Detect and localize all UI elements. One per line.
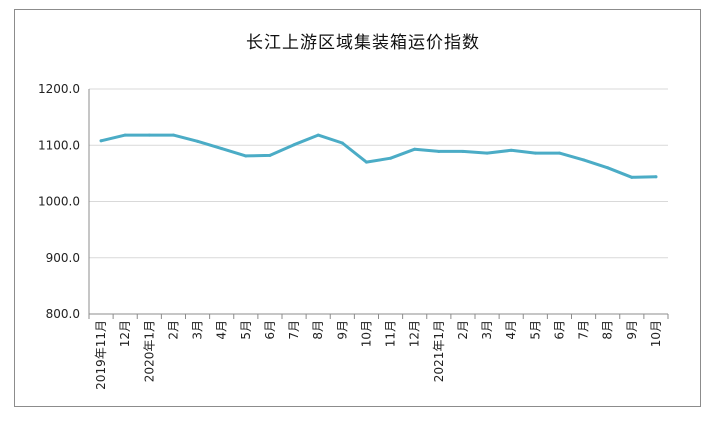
data-point [485,151,489,155]
x-tick-label: 9月 [335,320,349,340]
data-point [389,156,393,160]
x-tick-label: 6月 [552,320,566,340]
data-point [509,148,513,152]
data-point [244,154,248,158]
data-point [316,133,320,137]
x-tick-label: 12月 [408,320,422,347]
x-tick-label: 2020年1月 [142,320,156,382]
data-point [220,147,224,151]
x-tick-label: 2月 [456,320,470,340]
data-point [413,147,417,151]
x-tick-label: 3月 [191,320,205,340]
data-point [171,133,175,137]
data-point [147,133,151,137]
x-tick-label: 9月 [625,320,639,340]
data-point [654,175,658,179]
y-tick-label: 1200.0 [38,82,80,96]
data-point [196,139,200,143]
series-line [99,133,658,179]
y-tick-label: 1000.0 [38,195,80,209]
chart-frame [14,9,701,407]
x-tick-label: 5月 [528,320,542,340]
x-tick-label: 2019年11月 [94,320,108,390]
data-point [461,149,465,153]
series-group [99,133,658,179]
x-tick-label: 12月 [118,320,132,347]
data-point [582,158,586,162]
y-tick-label: 800.0 [46,307,80,321]
x-tick-label: 10月 [359,320,373,347]
data-point [557,151,561,155]
data-point [364,160,368,164]
x-tick-label: 11月 [384,320,398,347]
data-point [268,153,272,157]
y-axis: 1200.0 1100.0 1000.0 900.0 800.0 [38,82,90,321]
data-point [123,133,127,137]
data-point [533,151,537,155]
x-tick-label: 6月 [263,320,277,340]
x-tick-label: 2021年1月 [432,320,446,382]
y-tick-label: 1100.0 [38,138,80,152]
data-point [292,143,296,147]
chart-title: 长江上游区域集装箱运价指数 [246,33,480,53]
data-point [630,175,634,179]
x-tick-label: 3月 [480,320,494,340]
x-tick-label: 10月 [649,320,663,347]
gridlines [89,88,668,315]
x-tick-label: 5月 [239,320,253,340]
data-point [99,139,103,143]
x-tick-label: 8月 [601,320,615,340]
x-tick-label: 4月 [504,320,518,340]
x-tick-label: 7月 [577,320,591,340]
x-tick-label: 7月 [287,320,301,340]
data-point [340,141,344,145]
x-tick-label: 8月 [311,320,325,340]
x-axis: 2019年11月 12月 2020年1月 2月 3月 4月 5月 6月 7月 8月 9月 10月 11月… [88,313,669,390]
data-point [606,166,610,170]
data-point [437,149,441,153]
y-tick-label: 900.0 [46,251,80,265]
x-tick-label: 2月 [166,320,180,340]
x-tick-label: 4月 [215,320,229,340]
